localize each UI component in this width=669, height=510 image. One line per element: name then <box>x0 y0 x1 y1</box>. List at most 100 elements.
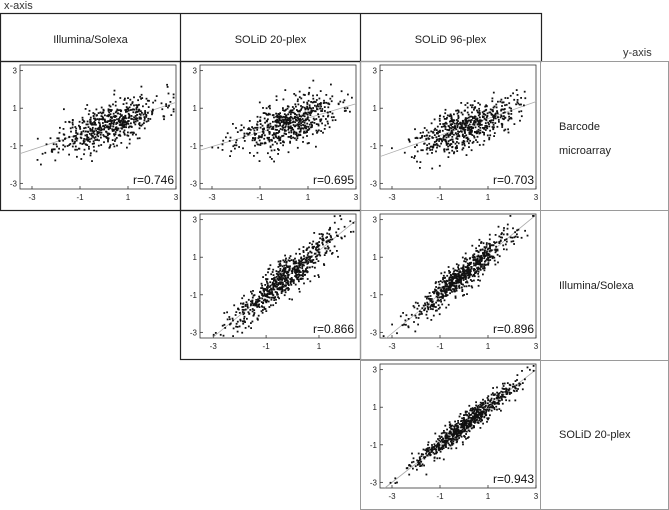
data-point <box>107 139 109 141</box>
data-point <box>425 473 428 476</box>
data-point <box>504 116 507 119</box>
data-point <box>123 133 126 136</box>
data-point <box>473 279 475 282</box>
data-point <box>263 137 266 140</box>
data-point <box>435 440 438 443</box>
data-point <box>434 432 437 435</box>
data-point <box>257 143 260 146</box>
data-point <box>476 132 478 134</box>
data-point <box>163 118 165 121</box>
data-point <box>492 121 494 124</box>
data-point <box>251 308 254 310</box>
data-point <box>486 250 488 253</box>
data-point <box>419 132 422 134</box>
data-point <box>473 410 476 413</box>
data-point <box>142 113 145 116</box>
data-point <box>448 430 451 433</box>
data-point <box>297 127 299 130</box>
data-point <box>251 139 254 142</box>
data-point <box>298 90 301 93</box>
data-point <box>419 465 421 467</box>
correlation-label: r=0.746 <box>133 173 174 187</box>
data-point <box>478 111 480 114</box>
data-point <box>90 123 93 126</box>
data-point <box>449 283 451 286</box>
data-point <box>41 152 44 155</box>
data-point <box>493 135 495 137</box>
data-point <box>501 399 503 401</box>
data-point <box>478 408 481 411</box>
data-point <box>278 131 281 133</box>
data-point <box>462 421 464 424</box>
data-point <box>479 404 482 406</box>
data-point <box>454 295 457 298</box>
data-point <box>300 256 303 259</box>
data-point <box>113 116 116 118</box>
data-point <box>290 259 293 261</box>
data-point <box>420 455 423 458</box>
data-point <box>323 106 326 108</box>
data-point <box>421 307 424 310</box>
data-point <box>316 94 318 97</box>
data-point <box>300 127 303 130</box>
data-point <box>238 146 240 148</box>
data-point <box>438 313 441 316</box>
data-point <box>278 129 281 132</box>
data-point <box>328 241 331 243</box>
data-point <box>271 143 274 146</box>
data-point <box>107 134 109 137</box>
data-point <box>450 114 452 117</box>
data-point <box>55 143 58 146</box>
data-point <box>261 297 264 300</box>
data-point <box>236 320 239 323</box>
data-point <box>264 298 267 301</box>
data-point <box>57 151 60 154</box>
data-point <box>508 118 511 120</box>
data-point <box>301 274 303 277</box>
data-point <box>521 382 524 384</box>
data-point <box>502 395 504 398</box>
data-point <box>92 131 95 134</box>
data-point <box>470 266 473 268</box>
data-point <box>116 118 118 121</box>
data-point <box>477 114 480 117</box>
data-point <box>312 117 315 120</box>
data-point <box>270 296 273 299</box>
data-point <box>443 280 446 282</box>
data-point <box>284 109 286 112</box>
data-point <box>312 262 315 264</box>
data-point <box>476 257 479 260</box>
data-point <box>433 443 436 446</box>
data-point <box>473 426 475 429</box>
data-point <box>352 230 355 233</box>
data-point <box>290 270 293 272</box>
data-point <box>251 296 254 299</box>
data-point <box>498 392 501 394</box>
data-point <box>480 416 483 419</box>
data-point <box>93 123 96 126</box>
data-point <box>298 253 301 255</box>
data-point <box>501 236 503 239</box>
data-point <box>287 121 289 124</box>
data-point <box>246 303 249 306</box>
data-point <box>244 308 247 311</box>
data-point <box>427 131 430 134</box>
data-point <box>455 447 458 450</box>
data-point <box>475 260 477 262</box>
data-point <box>298 96 301 99</box>
data-point <box>297 103 300 106</box>
data-point <box>305 256 308 259</box>
data-point <box>270 158 273 160</box>
data-point <box>306 247 309 250</box>
data-point <box>241 308 244 311</box>
data-point <box>455 282 458 285</box>
data-point <box>463 142 466 145</box>
data-point <box>457 117 460 120</box>
data-point <box>283 284 286 287</box>
data-point <box>308 86 311 89</box>
data-point <box>75 135 77 137</box>
data-point <box>452 440 455 443</box>
data-point <box>280 274 282 276</box>
data-point <box>462 133 464 136</box>
data-point <box>472 420 475 423</box>
